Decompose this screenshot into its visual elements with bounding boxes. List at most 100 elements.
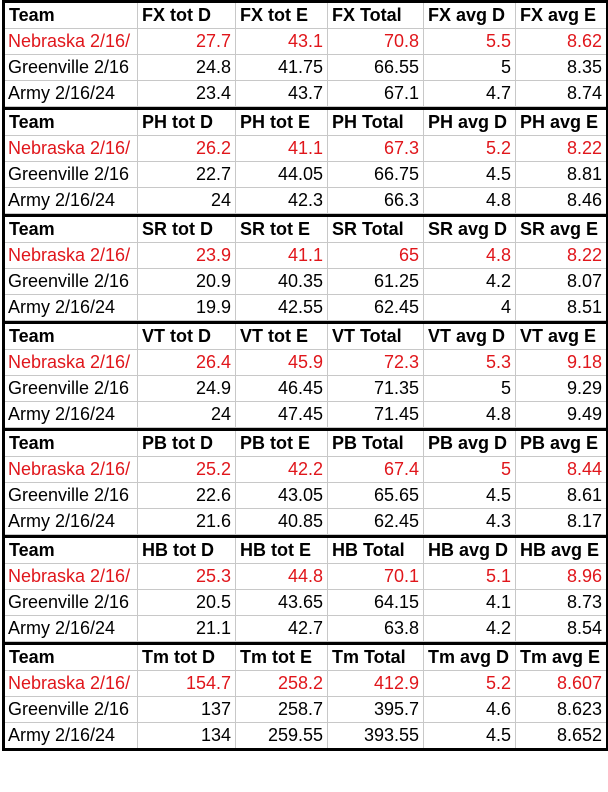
column-header-cell[interactable]: Tm avg D: [423, 642, 516, 671]
column-header-cell[interactable]: HB Total: [327, 535, 424, 564]
team-name-cell[interactable]: Army 2/16/24: [3, 508, 138, 535]
score-cell[interactable]: 71.45: [327, 401, 424, 428]
score-cell[interactable]: 4.5: [423, 482, 516, 509]
score-cell[interactable]: 8.74: [515, 80, 608, 107]
column-header-cell[interactable]: VT tot D: [137, 321, 236, 350]
score-cell[interactable]: 67.3: [327, 135, 424, 162]
column-header-cell[interactable]: VT Total: [327, 321, 424, 350]
team-header-cell[interactable]: Team: [3, 214, 138, 243]
score-cell[interactable]: 154.7: [137, 670, 236, 697]
score-cell[interactable]: 70.1: [327, 563, 424, 590]
team-name-cell[interactable]: Army 2/16/24: [3, 615, 138, 642]
score-cell[interactable]: 40.35: [235, 268, 328, 295]
team-name-cell[interactable]: Greenville 2/16: [3, 696, 138, 723]
score-cell[interactable]: 45.9: [235, 349, 328, 376]
team-name-cell[interactable]: Army 2/16/24: [3, 80, 138, 107]
score-cell[interactable]: 395.7: [327, 696, 424, 723]
score-cell[interactable]: 42.55: [235, 294, 328, 321]
score-cell[interactable]: 8.62: [515, 28, 608, 55]
score-cell[interactable]: 67.1: [327, 80, 424, 107]
score-cell[interactable]: 70.8: [327, 28, 424, 55]
score-cell[interactable]: 4.7: [423, 80, 516, 107]
score-cell[interactable]: 4.6: [423, 696, 516, 723]
score-cell[interactable]: 43.7: [235, 80, 328, 107]
column-header-cell[interactable]: VT tot E: [235, 321, 328, 350]
score-cell[interactable]: 67.4: [327, 456, 424, 483]
team-name-cell[interactable]: Nebraska 2/16/: [3, 456, 138, 483]
score-cell[interactable]: 5.1: [423, 563, 516, 590]
team-header-cell[interactable]: Team: [3, 535, 138, 564]
column-header-cell[interactable]: Tm tot E: [235, 642, 328, 671]
score-cell[interactable]: 43.1: [235, 28, 328, 55]
score-cell[interactable]: 5: [423, 54, 516, 81]
team-name-cell[interactable]: Army 2/16/24: [3, 294, 138, 321]
score-cell[interactable]: 5.2: [423, 135, 516, 162]
score-cell[interactable]: 25.2: [137, 456, 236, 483]
column-header-cell[interactable]: SR avg E: [515, 214, 608, 243]
column-header-cell[interactable]: Tm Total: [327, 642, 424, 671]
score-cell[interactable]: 23.4: [137, 80, 236, 107]
column-header-cell[interactable]: Tm tot D: [137, 642, 236, 671]
score-cell[interactable]: 63.8: [327, 615, 424, 642]
score-cell[interactable]: 4.2: [423, 268, 516, 295]
score-cell[interactable]: 61.25: [327, 268, 424, 295]
score-cell[interactable]: 40.85: [235, 508, 328, 535]
score-cell[interactable]: 22.6: [137, 482, 236, 509]
team-header-cell[interactable]: Team: [3, 107, 138, 136]
score-cell[interactable]: 22.7: [137, 161, 236, 188]
score-cell[interactable]: 8.22: [515, 242, 608, 269]
score-cell[interactable]: 4.8: [423, 401, 516, 428]
score-cell[interactable]: 4.1: [423, 589, 516, 616]
column-header-cell[interactable]: PH Total: [327, 107, 424, 136]
score-cell[interactable]: 24.9: [137, 375, 236, 402]
score-cell[interactable]: 4.5: [423, 722, 516, 750]
score-cell[interactable]: 23.9: [137, 242, 236, 269]
score-cell[interactable]: 412.9: [327, 670, 424, 697]
score-cell[interactable]: 5: [423, 456, 516, 483]
score-cell[interactable]: 65: [327, 242, 424, 269]
score-cell[interactable]: 5.5: [423, 28, 516, 55]
score-cell[interactable]: 43.05: [235, 482, 328, 509]
team-name-cell[interactable]: Nebraska 2/16/: [3, 670, 138, 697]
column-header-cell[interactable]: HB tot D: [137, 535, 236, 564]
score-cell[interactable]: 8.07: [515, 268, 608, 295]
score-cell[interactable]: 4.8: [423, 187, 516, 214]
team-name-cell[interactable]: Nebraska 2/16/: [3, 135, 138, 162]
score-cell[interactable]: 5.2: [423, 670, 516, 697]
column-header-cell[interactable]: VT avg E: [515, 321, 608, 350]
column-header-cell[interactable]: PB Total: [327, 428, 424, 457]
score-cell[interactable]: 27.7: [137, 28, 236, 55]
score-cell[interactable]: 62.45: [327, 294, 424, 321]
score-cell[interactable]: 258.7: [235, 696, 328, 723]
team-header-cell[interactable]: Team: [3, 321, 138, 350]
score-cell[interactable]: 44.8: [235, 563, 328, 590]
column-header-cell[interactable]: PH avg E: [515, 107, 608, 136]
column-header-cell[interactable]: FX avg E: [515, 0, 608, 29]
team-header-cell[interactable]: Team: [3, 0, 138, 29]
column-header-cell[interactable]: HB avg D: [423, 535, 516, 564]
column-header-cell[interactable]: SR avg D: [423, 214, 516, 243]
score-cell[interactable]: 8.73: [515, 589, 608, 616]
score-cell[interactable]: 4.8: [423, 242, 516, 269]
score-cell[interactable]: 66.75: [327, 161, 424, 188]
score-cell[interactable]: 8.96: [515, 563, 608, 590]
score-cell[interactable]: 47.45: [235, 401, 328, 428]
score-cell[interactable]: 9.49: [515, 401, 608, 428]
column-header-cell[interactable]: PB avg E: [515, 428, 608, 457]
score-cell[interactable]: 41.75: [235, 54, 328, 81]
score-cell[interactable]: 4.5: [423, 161, 516, 188]
score-cell[interactable]: 66.55: [327, 54, 424, 81]
score-cell[interactable]: 24: [137, 187, 236, 214]
score-cell[interactable]: 20.5: [137, 589, 236, 616]
score-cell[interactable]: 26.4: [137, 349, 236, 376]
score-cell[interactable]: 393.55: [327, 722, 424, 750]
score-cell[interactable]: 9.18: [515, 349, 608, 376]
score-cell[interactable]: 42.3: [235, 187, 328, 214]
score-cell[interactable]: 8.35: [515, 54, 608, 81]
score-cell[interactable]: 134: [137, 722, 236, 750]
column-header-cell[interactable]: FX avg D: [423, 0, 516, 29]
column-header-cell[interactable]: PH avg D: [423, 107, 516, 136]
score-cell[interactable]: 137: [137, 696, 236, 723]
team-name-cell[interactable]: Nebraska 2/16/: [3, 242, 138, 269]
score-cell[interactable]: 24: [137, 401, 236, 428]
